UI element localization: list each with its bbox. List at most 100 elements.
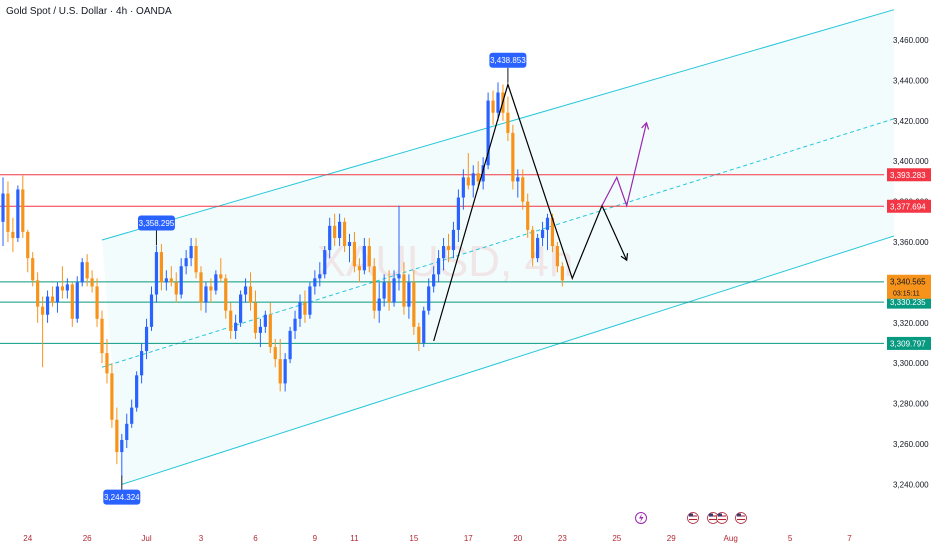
candle-body [258, 326, 262, 333]
candle-body [352, 242, 357, 267]
candle-body [511, 132, 515, 182]
candle-body [45, 296, 50, 315]
candle-body [179, 266, 183, 295]
price-levels-group [0, 174, 884, 344]
candle-body [164, 278, 168, 283]
y-tick-label: 3,400.000 [893, 157, 929, 166]
candle-body [471, 173, 475, 186]
candles-group [1, 82, 564, 477]
candle-body [100, 318, 104, 354]
candle-body [130, 407, 134, 424]
candle-body [199, 272, 203, 303]
drawings-group: 3,438.853 3,358.295 3,244.324 [103, 52, 650, 505]
candle-body [31, 258, 35, 281]
candle-body [342, 221, 347, 247]
x-tick-label: 7 [847, 534, 852, 543]
candle-body [95, 286, 99, 319]
x-tick-label: 26 [83, 534, 92, 543]
candle-body [516, 177, 520, 182]
x-tick-label: 29 [667, 534, 676, 543]
zigzag-arrow-icon [620, 253, 629, 262]
x-tick-label: 6 [253, 534, 258, 543]
y-tick-label: 3,360.000 [893, 238, 929, 247]
candle-body [239, 294, 243, 323]
candle-body [323, 250, 327, 275]
candle-body [268, 314, 272, 348]
candle-body [6, 193, 10, 232]
candle-body [60, 286, 64, 291]
x-tick-label: 9 [313, 534, 318, 543]
price-level-badge [887, 199, 931, 213]
y-tick-label: 3,280.000 [893, 400, 929, 409]
candle-body [16, 189, 20, 238]
y-tick-label: 3,420.000 [893, 117, 929, 126]
candle-body [422, 310, 426, 343]
candle-body [362, 246, 366, 271]
channel-upper-line [101, 9, 895, 241]
candle-body [55, 286, 60, 303]
callout-label: 3,438.853 [490, 56, 526, 65]
x-tick-label: 17 [464, 534, 473, 543]
candle-body [90, 278, 94, 287]
x-tick-label: 5 [788, 534, 793, 543]
candle-body [11, 231, 15, 238]
price-level-badge [887, 336, 931, 350]
flag-canton [709, 513, 713, 517]
callout-badge [103, 489, 141, 505]
candle-body [387, 282, 391, 303]
last-price-label: 3,340.565 [890, 277, 926, 286]
candle-body [491, 100, 495, 113]
candle-body [243, 286, 248, 295]
price-axis[interactable]: 3,240.000 3,260.000 3,280.000 3,300.000 3,32… [887, 36, 931, 489]
zigzag-path [433, 82, 628, 342]
candle-body [65, 284, 69, 291]
bar-countdown-label: 03:15:11 [893, 290, 920, 297]
candle-body [174, 282, 178, 295]
candle-body [283, 359, 287, 384]
candle-body [41, 306, 45, 315]
candle-body [144, 326, 149, 352]
candle-body [169, 278, 173, 283]
y-tick-label: 3,260.000 [893, 440, 929, 449]
candle-body [476, 173, 480, 182]
candle-body [550, 217, 555, 247]
candle-body [412, 282, 416, 327]
candle-body [298, 302, 302, 319]
callout-badge [489, 52, 527, 68]
candle-body [397, 274, 401, 279]
callout-label: 3,358.295 [139, 219, 175, 228]
candle-body [367, 246, 371, 267]
x-tick-label: 11 [350, 534, 359, 543]
candle-body [432, 274, 436, 287]
candle-body [347, 242, 352, 247]
candle-body [466, 177, 470, 186]
price-level-label: 3,377.694 [890, 202, 926, 211]
callout-badge [137, 215, 175, 231]
channel-group [101, 9, 895, 485]
candle-body [308, 286, 312, 315]
y-tick-label: 3,460.000 [893, 36, 929, 45]
y-tick-label: 3,300.000 [893, 359, 929, 368]
chart-title: Gold Spot / U.S. Dollar · 4h · OANDA [6, 6, 172, 17]
candle-body [149, 294, 154, 327]
candle-body [288, 330, 292, 360]
candle-body [209, 286, 213, 291]
candle-body [456, 197, 460, 230]
price-level-label: 3,309.797 [890, 339, 926, 348]
candle-body [545, 217, 550, 230]
candle-body [50, 296, 55, 303]
candle-body [219, 274, 223, 279]
candle-body [229, 310, 233, 331]
candle-body [115, 419, 119, 453]
candle-body [506, 112, 510, 133]
candle-body [224, 278, 228, 311]
flag-canton [689, 513, 693, 517]
candle-body [135, 375, 139, 408]
x-tick-label: Aug [724, 534, 738, 543]
y-tick-label: 3,440.000 [893, 76, 929, 85]
time-axis[interactable]: 24 26 Jul 3 6 9 11 15 17 20 23 25 29 Aug 5 7 [23, 534, 852, 543]
candle-body [273, 347, 277, 360]
y-tick-label: 3,240.000 [893, 480, 929, 489]
candle-body [234, 322, 238, 331]
